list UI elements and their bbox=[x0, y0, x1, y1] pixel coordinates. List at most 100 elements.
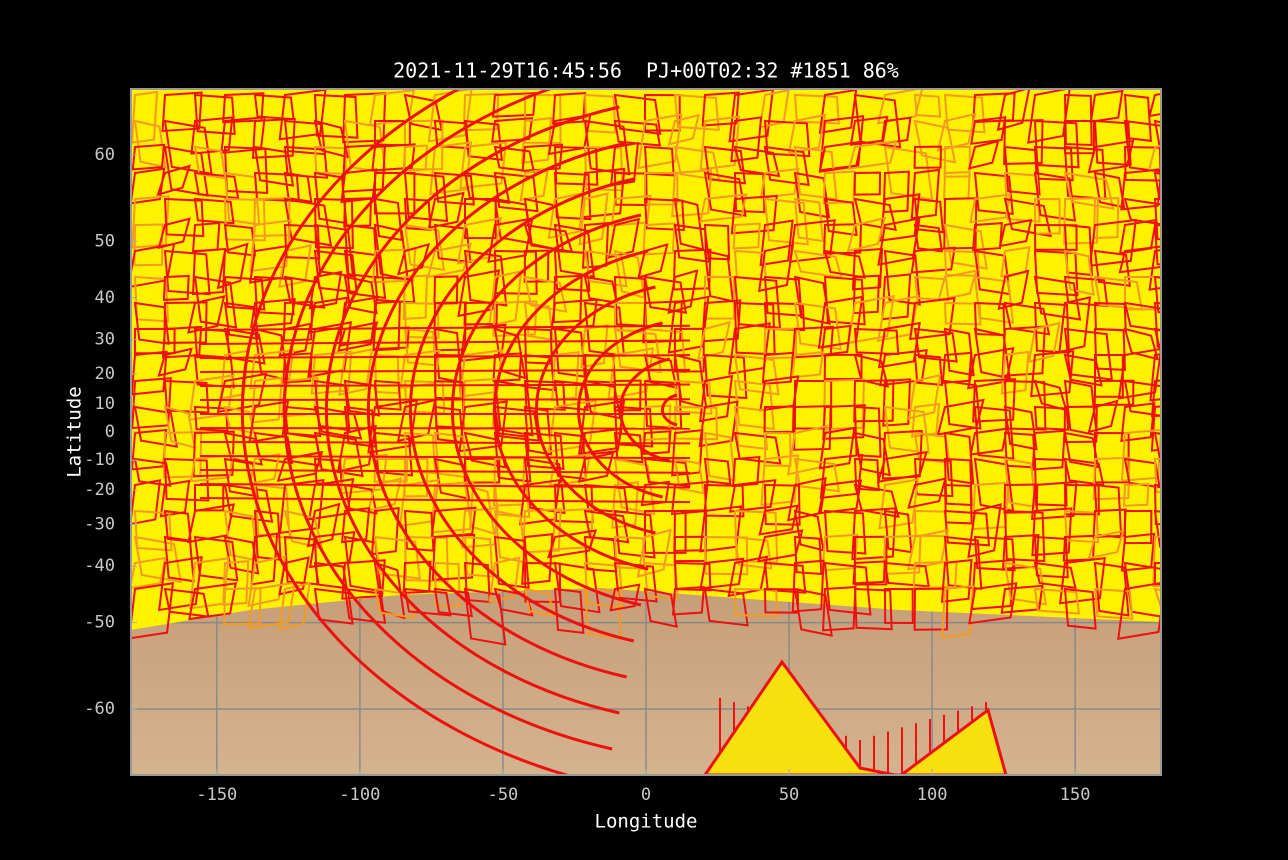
footprint bbox=[969, 193, 1012, 224]
footprint bbox=[283, 171, 313, 203]
footprint bbox=[793, 145, 838, 201]
footprint bbox=[823, 561, 872, 616]
footprint bbox=[733, 535, 773, 570]
footprint bbox=[493, 405, 540, 442]
footprint bbox=[876, 89, 924, 125]
footprint bbox=[463, 483, 496, 536]
footprint bbox=[943, 197, 978, 250]
footprint bbox=[763, 405, 795, 434]
footprint bbox=[1123, 379, 1161, 417]
footprint-arc bbox=[324, 105, 620, 715]
footprint bbox=[488, 556, 521, 603]
footprint-arc bbox=[576, 321, 663, 499]
footprint bbox=[403, 171, 449, 223]
footprint bbox=[1033, 249, 1079, 297]
footprint bbox=[223, 457, 259, 498]
footprint bbox=[519, 167, 550, 202]
footprint-arc bbox=[534, 285, 656, 535]
footprint bbox=[968, 582, 1018, 625]
footprint bbox=[133, 119, 167, 169]
footprint bbox=[402, 144, 429, 173]
footprint bbox=[793, 457, 841, 493]
footprint bbox=[613, 561, 658, 603]
footprint bbox=[133, 275, 170, 323]
footprint bbox=[913, 275, 950, 302]
footprint bbox=[1093, 561, 1130, 617]
footprint bbox=[913, 145, 942, 169]
footprint bbox=[730, 116, 763, 163]
footprint bbox=[462, 92, 500, 132]
footprint-row bbox=[199, 497, 691, 504]
footprint-row bbox=[199, 469, 691, 474]
y-tick-label: -40 bbox=[84, 556, 115, 576]
footprint bbox=[250, 298, 296, 328]
footprint bbox=[969, 427, 1008, 456]
footprint bbox=[791, 559, 825, 613]
footprint bbox=[1088, 218, 1137, 267]
footprint bbox=[371, 143, 416, 172]
footprint bbox=[216, 242, 249, 290]
chart-title: 2021-11-29T16:45:56 PJ+00T02:32 #1851 86… bbox=[393, 59, 899, 83]
footprint bbox=[763, 145, 810, 187]
footprint bbox=[278, 322, 312, 357]
footprint bbox=[1147, 144, 1161, 172]
footprint bbox=[643, 587, 678, 628]
footprint bbox=[699, 115, 741, 171]
footprint-row bbox=[199, 398, 691, 401]
footprint bbox=[1089, 89, 1124, 123]
footprint-arc bbox=[450, 213, 642, 607]
y-tick-label: 40 bbox=[95, 288, 115, 308]
footprint bbox=[1087, 399, 1119, 434]
footprint bbox=[671, 169, 713, 218]
footprint bbox=[1093, 587, 1134, 620]
footprint bbox=[343, 483, 378, 515]
footprint bbox=[760, 454, 800, 507]
footprint bbox=[643, 145, 675, 177]
y-tick-label: 30 bbox=[95, 330, 115, 350]
footprint bbox=[1033, 457, 1068, 507]
footprint bbox=[823, 223, 863, 255]
footprint bbox=[881, 273, 912, 321]
footprint bbox=[253, 431, 294, 465]
footprint bbox=[431, 533, 476, 581]
footprint bbox=[463, 587, 507, 646]
footprint bbox=[157, 347, 193, 377]
footprint bbox=[583, 561, 624, 609]
footprint bbox=[696, 320, 732, 361]
footprint bbox=[456, 216, 503, 265]
x-tick-label: 100 bbox=[917, 785, 948, 805]
footprint bbox=[913, 119, 957, 164]
footprint bbox=[1153, 431, 1161, 463]
footprint bbox=[223, 431, 263, 466]
footprint bbox=[1093, 249, 1131, 287]
footprint bbox=[1058, 556, 1106, 605]
footprint bbox=[547, 399, 598, 453]
footprint bbox=[997, 269, 1030, 311]
footprint bbox=[636, 528, 672, 578]
footprint bbox=[1093, 379, 1135, 406]
footprint bbox=[943, 93, 986, 134]
y-tick-label: -50 bbox=[84, 613, 115, 633]
footprint bbox=[373, 457, 408, 483]
footprint bbox=[943, 223, 988, 270]
footprint bbox=[250, 376, 284, 424]
footprint bbox=[728, 89, 774, 143]
footprint bbox=[313, 405, 363, 440]
footprint bbox=[761, 351, 794, 385]
footprint bbox=[577, 451, 615, 483]
footprint bbox=[730, 194, 778, 235]
footprint bbox=[613, 405, 654, 448]
footprint bbox=[759, 219, 794, 267]
footprint bbox=[283, 535, 319, 586]
footprint bbox=[251, 117, 296, 159]
footprint bbox=[643, 171, 679, 206]
x-tick-label: 50 bbox=[779, 785, 799, 805]
footprint bbox=[910, 246, 956, 274]
footprint bbox=[1063, 483, 1100, 516]
footprint bbox=[913, 587, 949, 631]
footprint bbox=[1033, 145, 1074, 182]
footprint bbox=[222, 560, 250, 606]
footprint bbox=[703, 457, 732, 486]
footprint bbox=[187, 295, 226, 334]
